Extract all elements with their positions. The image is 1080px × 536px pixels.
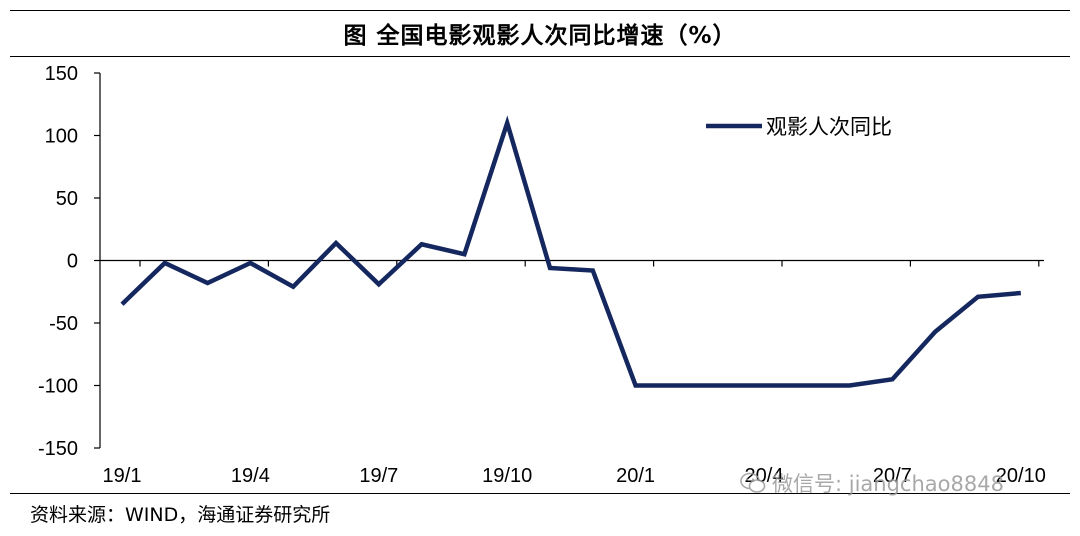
chart-title: 图 全国电影观影人次同比增速（%） [343,23,737,49]
x-tick-label: 20/7 [873,465,912,487]
y-tick-label: 150 [45,63,78,85]
y-tick-label: 50 [56,188,78,210]
x-tick-label: 20/1 [616,465,655,487]
bottom-rule [10,493,1070,494]
x-tick-group: 19/1 19/4 19/7 19/10 20/1 20/4 20/7 20/10 [103,260,1046,487]
axes-group [99,73,1044,448]
y-tick-label: -150 [38,438,78,460]
x-tick-label: 19/10 [482,465,532,487]
watermark-text: 微信号: jiangchao8848 [772,472,1004,496]
y-tick-label: 0 [67,251,78,273]
y-tick-label: -100 [38,376,78,398]
source-note: 资料来源：WIND，海通证券研究所 [30,504,331,526]
y-tick-group: 150 100 50 0 -50 -100 -150 [38,63,100,460]
x-tick-label: 19/4 [231,465,270,487]
y-tick-label: -50 [49,313,78,335]
x-tick-label: 19/7 [359,465,398,487]
legend-label: 观影人次同比 [766,115,892,139]
wechat-icon [740,472,766,493]
series-group [120,115,1021,388]
y-tick-label: 100 [45,126,78,148]
title-rule [10,56,1070,57]
watermark: 微信号: jiangchao8848 [740,468,1004,498]
legend: 观影人次同比 [706,115,892,139]
top-rule [10,10,1070,11]
series-line [120,115,1021,388]
x-tick-label: 19/1 [103,465,142,487]
x-tick-label: 20/10 [996,465,1046,487]
title-bar: 图 全国电影观影人次同比增速（%） [10,10,1070,56]
